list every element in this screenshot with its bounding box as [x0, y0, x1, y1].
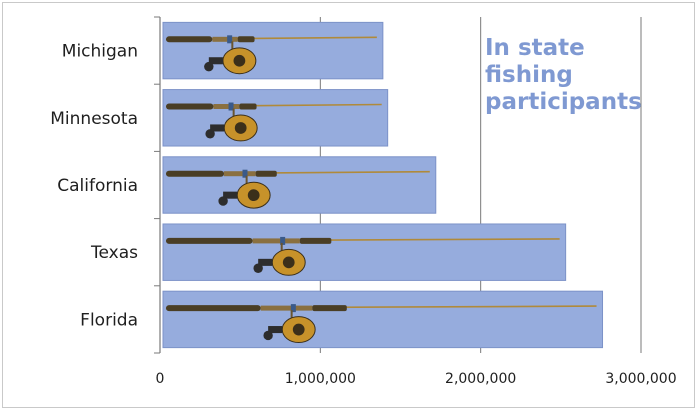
bar	[162, 156, 437, 214]
bar	[162, 290, 604, 349]
fishing-rod-icon	[165, 236, 560, 245]
x-tick-label: 1,000,000	[285, 371, 356, 387]
bar-chart: Michigan Minnesota California Texas Florida 0…	[50, 16, 677, 387]
chart-title-line: In state	[485, 35, 585, 61]
fishing-reel-icon	[253, 242, 306, 276]
fishing-reel-icon	[204, 41, 257, 75]
fishing-reel-icon	[218, 175, 271, 209]
chart-title-line: participants	[485, 89, 642, 115]
fishing-rod-icon	[165, 169, 430, 178]
fishing-reel-icon	[263, 310, 316, 343]
chart-frame: Michigan Minnesota California Texas Florida 0…	[2, 2, 695, 408]
chart-title-line: fishing	[485, 62, 573, 88]
category-label: Michigan	[62, 42, 138, 62]
category-label: Florida	[80, 310, 138, 330]
category-label: Minnesota	[50, 109, 138, 129]
fishing-reel-icon	[205, 108, 258, 142]
fishing-rod-icon	[165, 102, 382, 111]
x-tick-label: 0	[156, 371, 165, 387]
bar	[162, 89, 389, 147]
bar	[162, 21, 384, 80]
x-tick-label: 2,000,000	[445, 371, 516, 387]
fishing-rod-icon	[165, 304, 597, 313]
category-label: California	[57, 176, 138, 196]
fishing-rod-icon	[165, 35, 377, 44]
bar	[162, 223, 567, 281]
x-tick-label: 3,000,000	[605, 371, 676, 387]
category-label: Texas	[90, 243, 138, 263]
